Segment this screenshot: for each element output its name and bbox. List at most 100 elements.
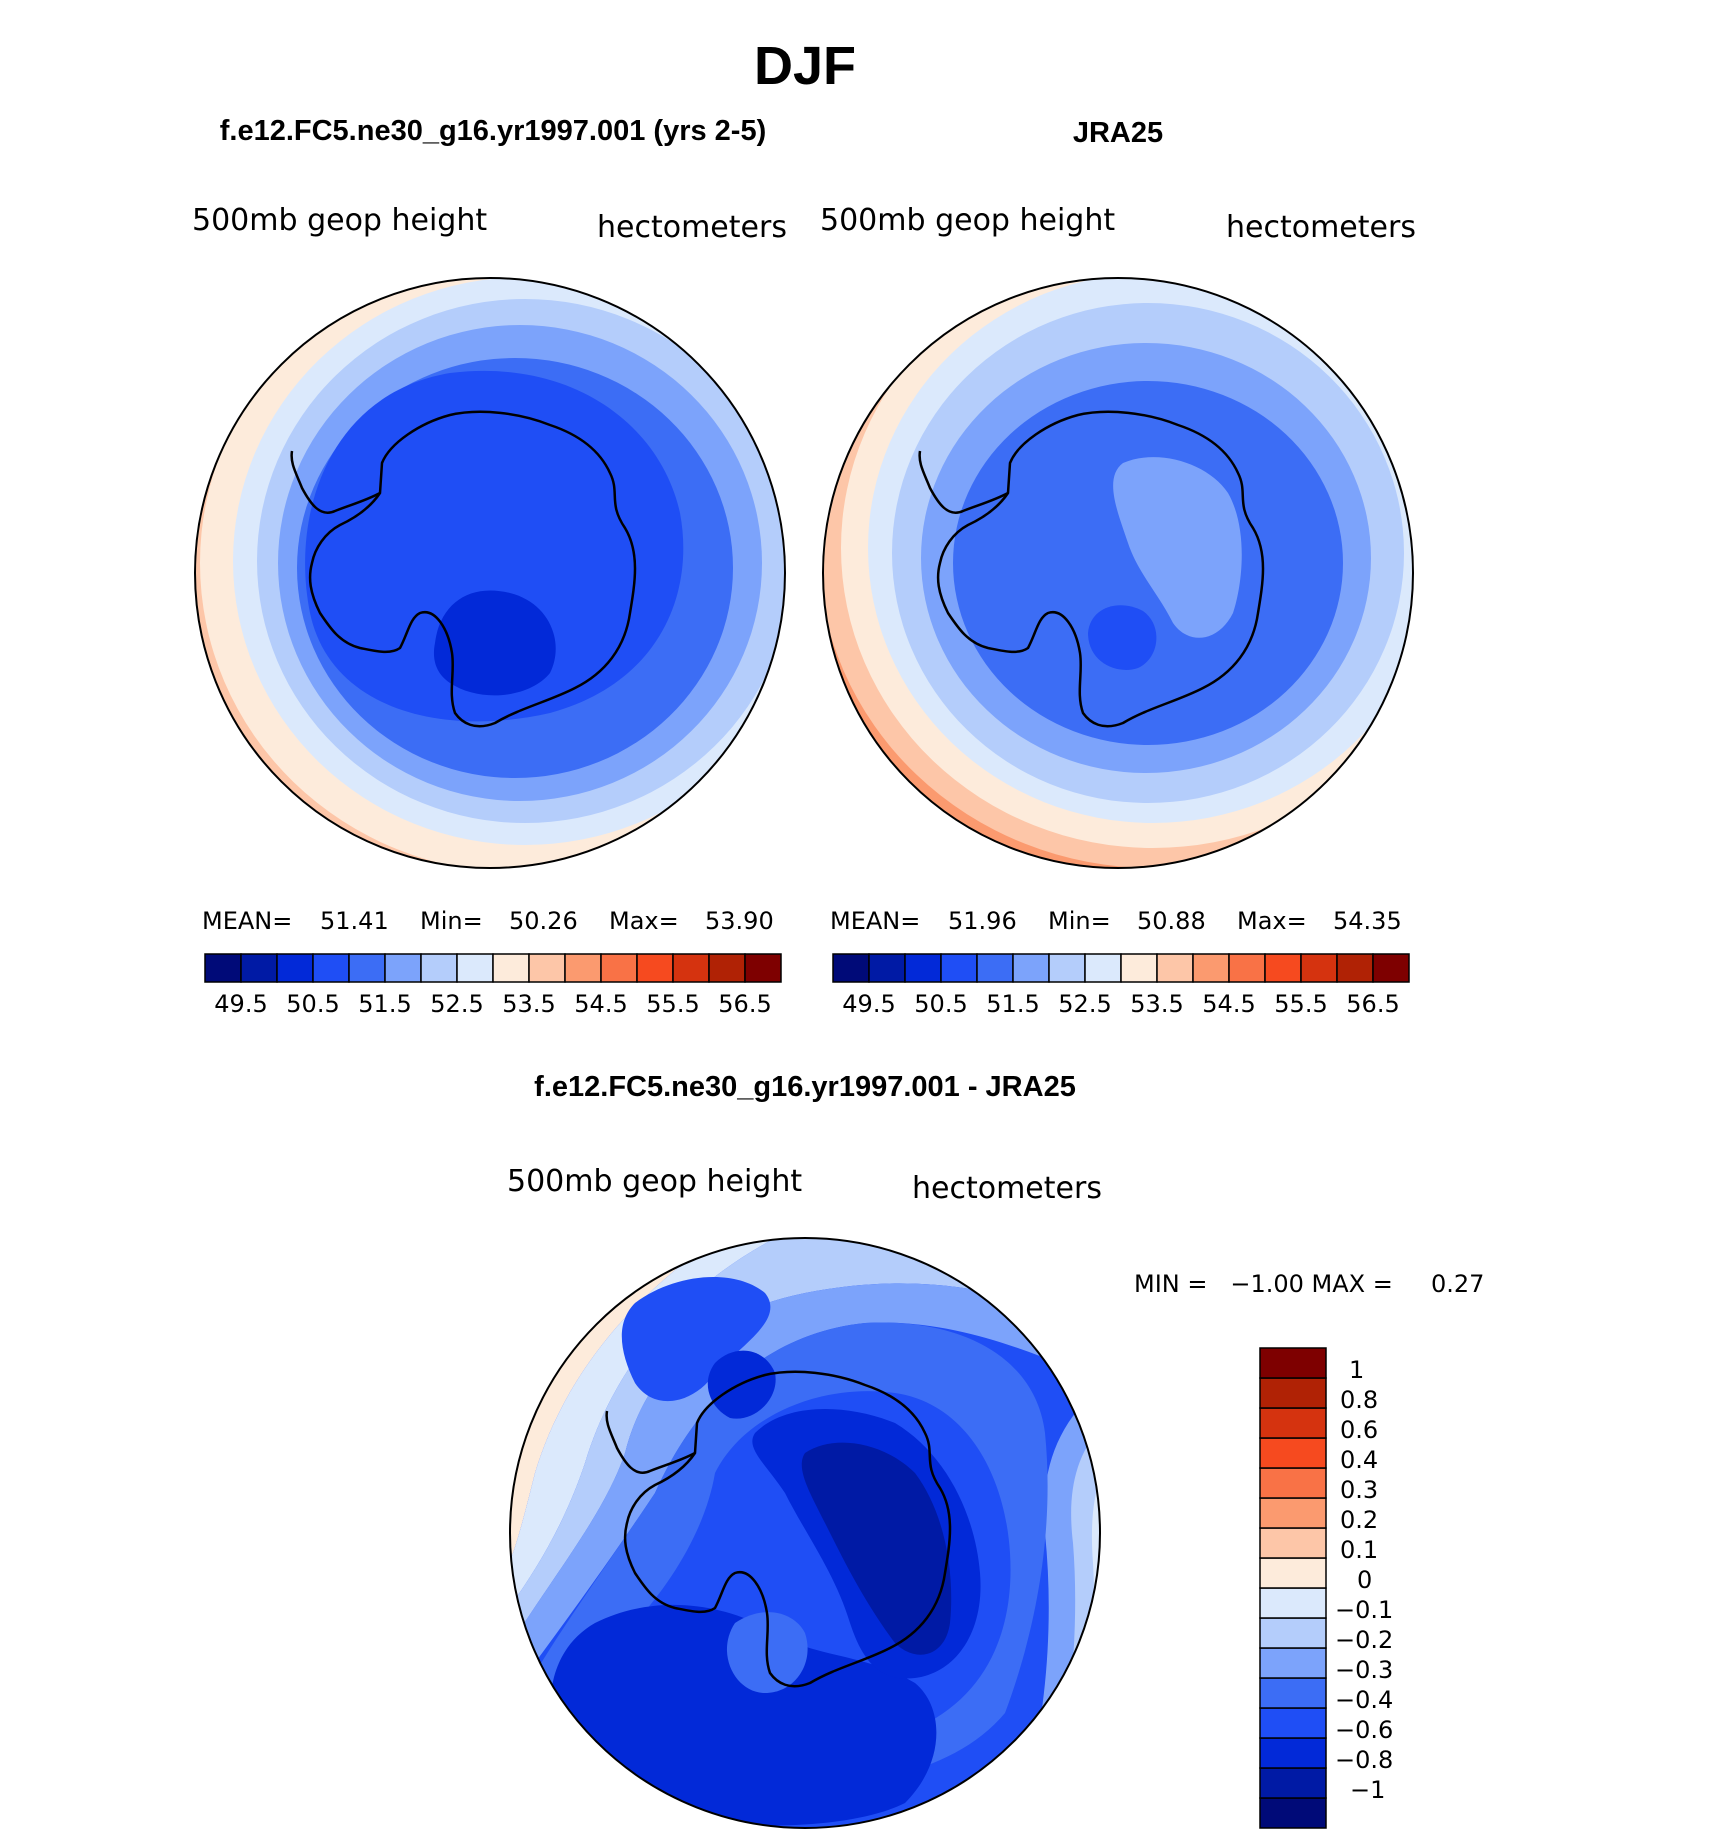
diff-panel-min-max: MIN = −1.00 MAX = 0.27: [1134, 1270, 1484, 1298]
diff-label-14: −0.8: [1335, 1746, 1393, 1774]
panel-1-mean-value: 51.41: [320, 907, 389, 935]
panel-1-colorbar-swatch: [420, 953, 458, 983]
panel-2-colorbar-swatch: [976, 953, 1014, 983]
panel-2-mean-label: MEAN=: [830, 907, 920, 935]
diff-colorbar-swatch: [1259, 1557, 1327, 1589]
diff-panel-variable-label: 500mb geop height: [507, 1164, 802, 1199]
diff-label-4: 0.4: [1340, 1446, 1378, 1474]
panel-2-min-label: Min=: [1048, 907, 1111, 935]
panel-1-colorbar-swatch: [492, 953, 530, 983]
diff-colorbar-swatch: [1259, 1707, 1327, 1739]
panel-1-colorbar-swatch: [708, 953, 746, 983]
panel-1-min-label: Min=: [420, 907, 483, 935]
panel-2-colorbar-swatch: [832, 953, 870, 983]
panel-2-tick-1: 49.5: [842, 990, 895, 1018]
panel-2-tick-7: 55.5: [1274, 990, 1327, 1018]
panel-2-tick-2: 50.5: [914, 990, 967, 1018]
panel-1-map: [194, 277, 786, 869]
panel-2-colorbar-ticks: 49.5 50.5 51.5 52.5 53.5 54.5 55.5 56.5: [842, 990, 1399, 1018]
panel-2-colorbar-swatch: [1120, 953, 1158, 983]
panel-1-colorbar-swatch: [276, 953, 314, 983]
panel-2-map: [822, 277, 1414, 869]
diff-label-11: −0.3: [1335, 1656, 1393, 1684]
panel-2-tick-8: 56.5: [1346, 990, 1399, 1018]
panel-2-colorbar-swatch: [940, 953, 978, 983]
diff-label-13: −0.6: [1335, 1716, 1393, 1744]
panel-1-min-value: 50.26: [509, 907, 578, 935]
panel-2-colorbar-swatch: [904, 953, 942, 983]
panel-1-mean-label: MEAN=: [202, 907, 292, 935]
panel-1-tick-4: 52.5: [430, 990, 483, 1018]
diff-label-3: 0.6: [1340, 1416, 1378, 1444]
panel-1-colorbar-swatch: [636, 953, 674, 983]
panel-2-variable-label: 500mb geop height: [820, 203, 1115, 238]
diff-panel-colorbar: [1259, 1347, 1327, 1829]
diff-colorbar-swatch: [1259, 1497, 1327, 1529]
panel-2-colorbar-swatch: [1372, 953, 1410, 983]
panel-1-max-label: Max=: [609, 907, 679, 935]
panel-2-header: JRA25: [1073, 117, 1163, 149]
panel-2-colorbar-swatch: [1156, 953, 1194, 983]
panel-1-tick-1: 49.5: [214, 990, 267, 1018]
panel-2-colorbar-swatch: [1264, 953, 1302, 983]
panel-1-colorbar-swatch: [528, 953, 566, 983]
panel-1-tick-8: 56.5: [718, 990, 771, 1018]
panel-1-tick-3: 51.5: [358, 990, 411, 1018]
diff-colorbar-swatch: [1259, 1797, 1327, 1829]
diff-label-1: 1: [1349, 1356, 1364, 1384]
panel-1-tick-6: 54.5: [574, 990, 627, 1018]
panel-2-stats: MEAN= 51.96 Min= 50.88 Max= 54.35: [830, 907, 1402, 935]
diff-panel-units-label: hectometers: [912, 1171, 1102, 1206]
panel-1-colorbar: [204, 953, 782, 983]
diff-colorbar-swatch: [1259, 1647, 1327, 1679]
panel-1-tick-7: 55.5: [646, 990, 699, 1018]
diff-label-2: 0.8: [1340, 1386, 1378, 1414]
panel-2-max-value: 54.35: [1333, 907, 1402, 935]
panel-2-colorbar-swatch: [1192, 953, 1230, 983]
panel-2-tick-3: 51.5: [986, 990, 1039, 1018]
panel-1-colorbar-swatch: [672, 953, 710, 983]
diff-panel-header: f.e12.FC5.ne30_g16.yr1997.001 - JRA25: [534, 1071, 1076, 1103]
panel-1-tick-2: 50.5: [286, 990, 339, 1018]
diff-panel-colorbar-labels: 1 0.8 0.6 0.4 0.3 0.2 0.1 0 −0.1 −0.2 −0…: [1335, 1356, 1393, 1804]
panel-2-max-label: Max=: [1237, 907, 1307, 935]
panel-2-tick-6: 54.5: [1202, 990, 1255, 1018]
panel-1-header: f.e12.FC5.ne30_g16.yr1997.001 (yrs 2-5): [220, 115, 767, 147]
diff-colorbar-swatch: [1259, 1767, 1327, 1799]
panel-2-mean-value: 51.96: [948, 907, 1017, 935]
panel-2-colorbar-swatch: [1300, 953, 1338, 983]
diff-colorbar-swatch: [1259, 1377, 1327, 1409]
diff-colorbar-swatch: [1259, 1437, 1327, 1469]
panel-1-colorbar-swatch: [456, 953, 494, 983]
panel-2-min-value: 50.88: [1137, 907, 1206, 935]
panel-2-colorbar-swatch: [868, 953, 906, 983]
panel-2-colorbar-swatch: [1084, 953, 1122, 983]
panel-2-colorbar-swatch: [1048, 953, 1086, 983]
diff-colorbar-swatch: [1259, 1467, 1327, 1499]
panel-1-colorbar-swatch: [384, 953, 422, 983]
panel-1-colorbar-swatch: [348, 953, 386, 983]
diff-label-9: −0.1: [1335, 1596, 1393, 1624]
diff-colorbar-swatch: [1259, 1347, 1327, 1379]
panel-2-colorbar-swatch: [1012, 953, 1050, 983]
panel-2-colorbar-swatch: [1228, 953, 1266, 983]
panel-2-tick-4: 52.5: [1058, 990, 1111, 1018]
diff-label-12: −0.4: [1335, 1686, 1393, 1714]
panel-1-colorbar-swatch: [240, 953, 278, 983]
diff-label-5: 0.3: [1340, 1476, 1378, 1504]
diff-colorbar-swatch: [1259, 1587, 1327, 1619]
panel-1-colorbar-swatch: [600, 953, 638, 983]
diff-label-8: 0: [1357, 1566, 1372, 1594]
panel-1-colorbar-swatch: [564, 953, 602, 983]
panel-2-units-label: hectometers: [1226, 210, 1416, 245]
panel-1-colorbar-swatch: [312, 953, 350, 983]
panel-1-max-value: 53.90: [705, 907, 774, 935]
panel-2-colorbar-swatch: [1336, 953, 1374, 983]
figure-title: DJF: [754, 36, 856, 96]
diff-label-10: −0.2: [1335, 1626, 1393, 1654]
panel-1-units-label: hectometers: [597, 210, 787, 245]
panel-1-stats: MEAN= 51.41 Min= 50.26 Max= 53.90: [202, 907, 774, 935]
diff-colorbar-swatch: [1259, 1527, 1327, 1559]
diff-colorbar-swatch: [1259, 1737, 1327, 1769]
